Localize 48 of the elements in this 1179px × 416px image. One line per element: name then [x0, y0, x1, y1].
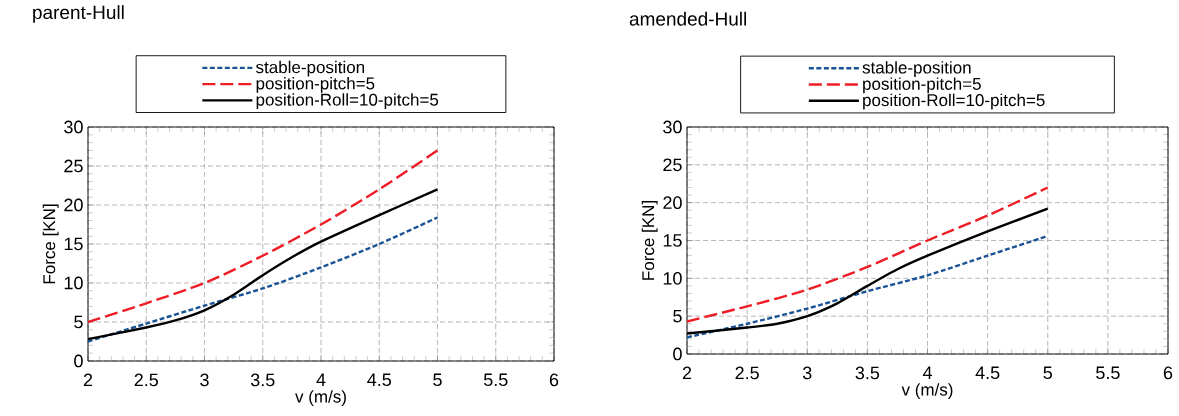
- x-axis-title: v (m/s): [901, 383, 953, 399]
- y-tick-label: 10: [64, 276, 83, 290]
- legend-label: stable-position: [862, 61, 971, 77]
- y-tick-label: 5: [74, 315, 83, 329]
- line-series: [687, 234, 1049, 339]
- x-tick-label: 2: [83, 373, 93, 387]
- y-tick-label: 20: [663, 196, 682, 210]
- x-tick-label: 2.5: [134, 373, 159, 387]
- y-tick-label: 5: [673, 309, 682, 323]
- line-series: [88, 149, 439, 324]
- y-tick-label: 30: [64, 120, 83, 134]
- line-series: [88, 216, 439, 343]
- y-tick-label: 30: [663, 120, 682, 134]
- x-tick-label: 5.5: [1096, 366, 1120, 380]
- x-tick-label: 6: [549, 373, 559, 387]
- x-tick-label: 6: [1163, 366, 1173, 380]
- y-tick-label: 15: [663, 234, 682, 247]
- y-tick-label: 15: [64, 237, 83, 251]
- x-tick-label: 4: [922, 366, 932, 379]
- x-tick-label: 2: [682, 366, 692, 380]
- y-tick-label: 20: [64, 198, 83, 212]
- y-axis-title: Force [KN]: [641, 201, 658, 280]
- legend-label: stable-position: [256, 60, 365, 77]
- x-tick-label: 5.5: [483, 373, 508, 387]
- chart-title: parent-Hull: [33, 5, 124, 23]
- y-tick-label: 25: [64, 159, 83, 173]
- x-tick-label: 3.5: [250, 373, 275, 387]
- legend-label: position-pitch=5: [256, 76, 375, 93]
- y-tick-label: 0: [74, 354, 83, 368]
- y-tick-label: 0: [673, 347, 682, 361]
- x-tick-label: 4: [316, 373, 326, 386]
- x-tick-label: 5: [1043, 366, 1052, 380]
- x-tick-label: 4.5: [975, 366, 1000, 380]
- legend-label: position-pitch=5: [863, 77, 981, 94]
- y-tick-label: 25: [663, 158, 682, 172]
- x-axis-title: v (m/s): [295, 390, 346, 406]
- line-series: [687, 186, 1049, 323]
- x-tick-label: 3: [200, 373, 209, 387]
- legend-label: position-Roll=10-pitch=5: [863, 93, 1045, 110]
- x-tick-label: 3: [802, 366, 812, 380]
- chart-title: amended-Hull: [629, 11, 746, 26]
- x-tick-label: 2.5: [735, 366, 759, 380]
- x-tick-label: 5: [433, 373, 442, 387]
- y-tick-label: 10: [663, 271, 682, 285]
- x-tick-label: 4.5: [367, 373, 392, 387]
- y-axis-title: Force [KN]: [42, 204, 59, 284]
- x-tick-label: 3.5: [855, 366, 880, 380]
- legend-label: position-Roll=10-pitch=5: [256, 93, 439, 110]
